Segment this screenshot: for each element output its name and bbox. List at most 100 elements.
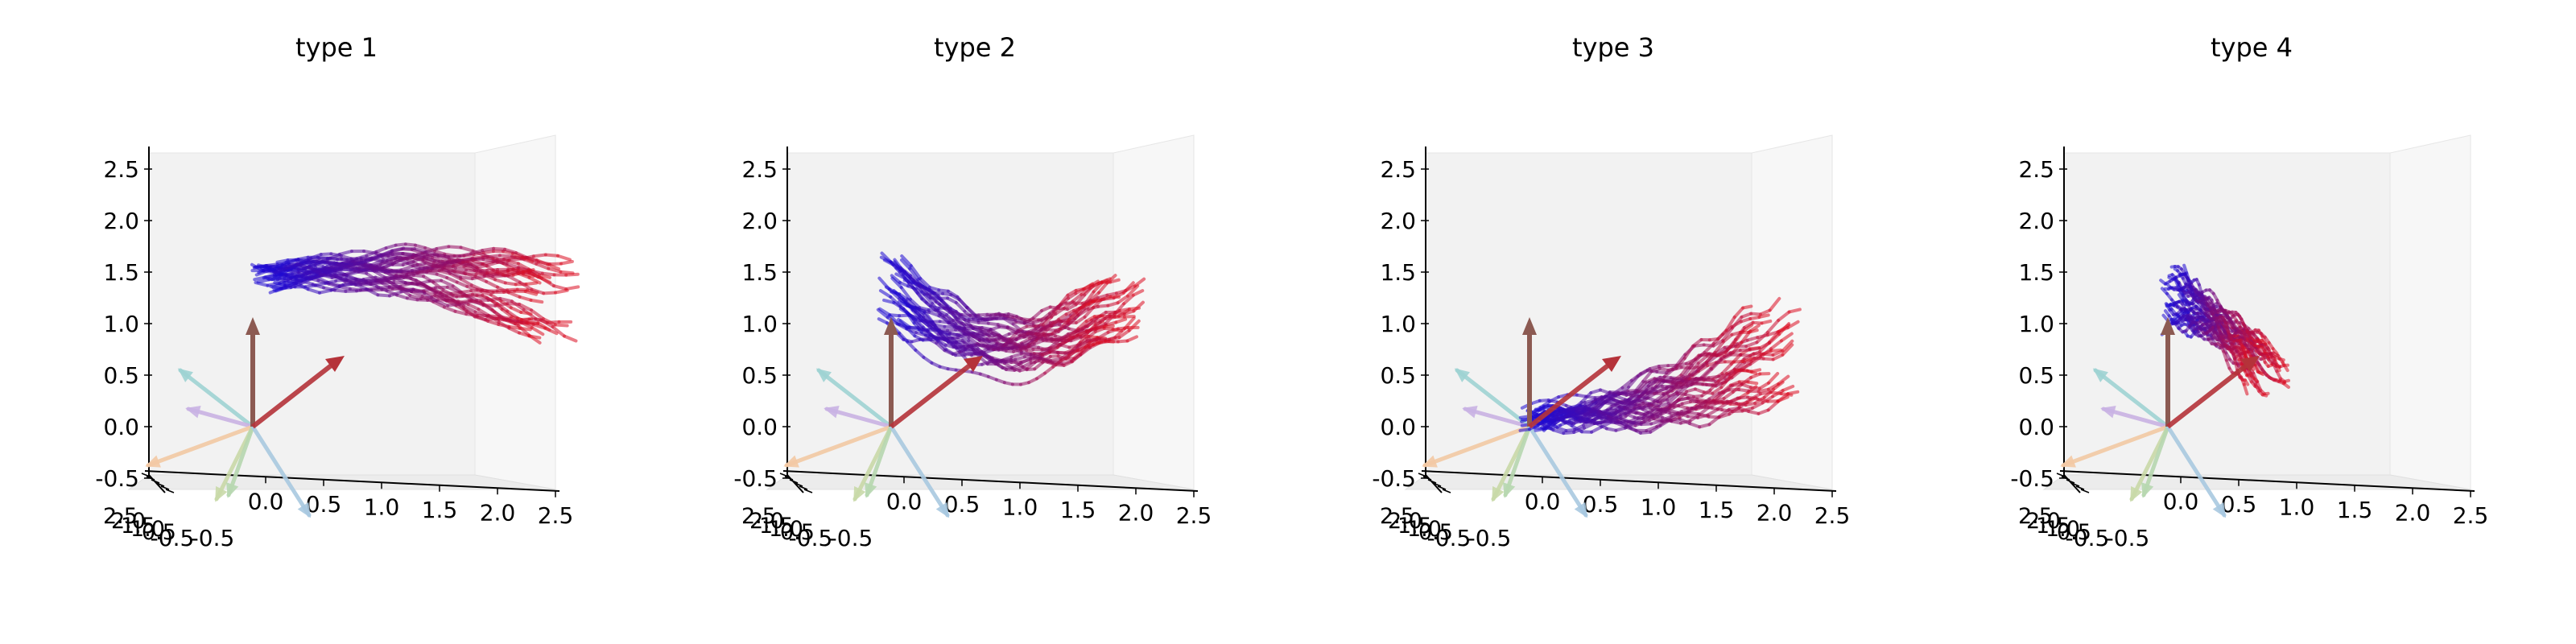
reference-arrow-head: [1462, 405, 1478, 419]
trajectory-segment: [484, 316, 498, 322]
trajectory-segment: [1084, 329, 1097, 341]
panel-type-3: type 3 -0.50.00.51.01.52.02.50.0 0.5 1.0 1.…: [1372, 32, 1850, 551]
trajectory-segment: [434, 299, 450, 308]
trajectory-segment: [957, 298, 969, 310]
trajectory-segment: [1569, 411, 1583, 420]
trajectory-segment: [1686, 415, 1700, 419]
trajectory-segment: [295, 262, 312, 270]
trajectory-segment: [1686, 396, 1699, 404]
trajectory-segment: [882, 298, 896, 304]
trajectory-segment: [1088, 291, 1101, 303]
trajectory-segment: [447, 270, 462, 279]
depth-tick-label: 2.5: [741, 504, 776, 529]
trajectory-segment: [1116, 294, 1129, 305]
trajectory-segment: [324, 279, 338, 285]
trajectory-segment: [898, 270, 910, 284]
trajectory-segment: [1707, 374, 1721, 380]
depth-tick-label: 2.0: [749, 509, 784, 534]
trajectory-segment: [314, 266, 328, 274]
trajectory-segment: [1691, 337, 1703, 348]
z-tick-label: 0.0: [1380, 414, 1416, 440]
depth-tick: [146, 476, 155, 481]
trajectory-segment: [1633, 379, 1645, 394]
trajectory-segment: [502, 289, 517, 294]
trajectory-segment: [1551, 428, 1566, 436]
trajectory-segment: [461, 258, 475, 264]
trajectory-segment: [292, 276, 308, 286]
trajectory-segment: [1698, 423, 1711, 429]
trajectory-segment: [374, 269, 390, 274]
trajectory-segment: [1740, 357, 1753, 363]
trajectory-segment: [276, 278, 290, 283]
reference-arrow: [889, 424, 950, 518]
trajectory-segment: [1747, 409, 1761, 415]
depth-tick-label: 0.5: [1418, 520, 1453, 545]
x-tick-label: -0.5: [2066, 525, 2110, 551]
trajectory-segment: [988, 355, 1000, 366]
trajectory-segment: [876, 308, 890, 320]
trajectory-segment: [905, 326, 917, 338]
trajectory-segment: [1748, 349, 1762, 357]
trajectory-segment: [1777, 374, 1790, 386]
trajectory-segment: [1039, 312, 1051, 322]
trajectory-segment: [1728, 349, 1742, 355]
trajectory-segment: [1604, 401, 1617, 407]
trajectory-segment: [506, 259, 520, 266]
trajectory-segment: [1111, 327, 1124, 332]
x-tick-label: 1.5: [422, 497, 458, 523]
trajectory-segment: [1679, 407, 1694, 414]
trajectory-segment: [564, 285, 580, 291]
trajectory-segment: [1064, 330, 1078, 339]
trajectory-segment: [505, 262, 521, 270]
trajectory-segment: [559, 259, 574, 266]
trajectory-segment: [1690, 377, 1704, 385]
trajectory-segment: [453, 270, 468, 276]
x-tick-label: 1.5: [1699, 497, 1735, 523]
trajectory-segment: [1728, 405, 1742, 416]
trajectory-segment: [313, 281, 328, 287]
trajectory-segment: [1040, 336, 1054, 341]
trajectory-segment: [1009, 352, 1023, 359]
trajectory-segment: [451, 260, 465, 268]
trajectory-segment: [1114, 317, 1128, 324]
reference-arrow: [250, 424, 312, 518]
trajectories: [250, 242, 580, 345]
reference-arrow-head: [824, 405, 840, 419]
trajectory-segment: [319, 272, 334, 280]
trajectory-segment: [1746, 380, 1759, 386]
trajectory-segment: [284, 258, 298, 264]
trajectory-segment: [390, 246, 406, 253]
trajectory-segment: [1113, 315, 1126, 320]
trajectory-segment: [2271, 347, 2279, 356]
trajectory-segment: [424, 250, 440, 257]
z-tick-label: 2.0: [2018, 208, 2054, 234]
x-tick-label: 2.5: [1814, 502, 1851, 529]
x-tick-label: -0.5: [2106, 525, 2150, 551]
trajectory-segment: [1703, 378, 1717, 383]
depth-tick-label: 1.5: [759, 514, 794, 539]
trajectory-segment: [1766, 382, 1781, 391]
trajectory-segment: [421, 258, 436, 265]
reference-arrow: [1422, 424, 1532, 468]
trajectory-segment: [1726, 396, 1740, 405]
trajectory-segment: [1074, 324, 1088, 334]
trajectory-segment: [470, 275, 486, 281]
trajectory-segment: [1667, 398, 1680, 411]
x-tick-label: 0.5: [1583, 491, 1619, 518]
trajectory-segment: [441, 288, 455, 297]
trajectory-segment: [1781, 384, 1795, 393]
trajectory-segment: [1590, 425, 1604, 434]
frame-arrow-diagonal: [1528, 361, 1612, 429]
trajectory-segment: [472, 250, 485, 257]
x-axis-line: [782, 470, 1199, 492]
trajectory-segment: [1741, 304, 1753, 310]
trajectory-segment: [453, 266, 468, 272]
trajectory-segment: [519, 317, 534, 321]
trajectory-segment: [1766, 399, 1780, 412]
trajectory-segment: [1776, 395, 1790, 403]
trajectory-segment: [927, 285, 941, 292]
trajectory-segment: [485, 254, 502, 258]
trajectory-segment: [422, 283, 437, 295]
trajectory-segment: [374, 246, 388, 254]
z-tick-label: 0.5: [741, 362, 778, 389]
